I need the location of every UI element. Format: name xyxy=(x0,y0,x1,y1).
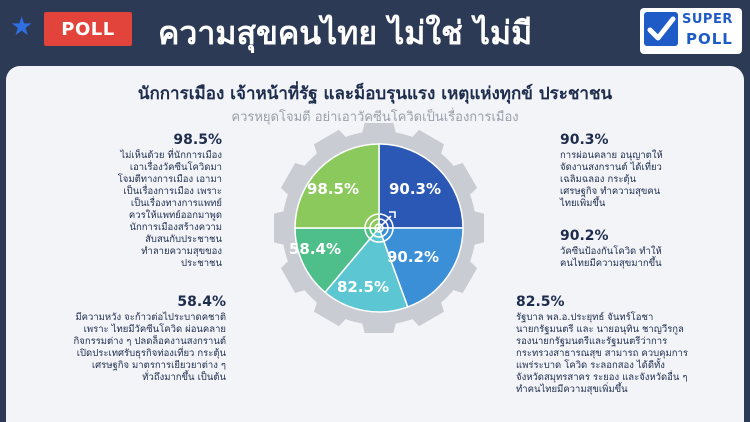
slice-label: 90.3% xyxy=(389,180,441,198)
header-bar: ★ POLL ความสุขคนไทย ไม่ใช่ ไม่มี SUPER P… xyxy=(0,0,750,62)
pie-slice xyxy=(294,227,381,294)
finding-percent: 98.5% xyxy=(173,132,222,148)
poll-badge: POLL xyxy=(44,12,132,46)
slice-label: 98.5% xyxy=(307,180,359,198)
slice-label: 82.5% xyxy=(337,278,389,296)
star-icon: ★ xyxy=(10,12,34,42)
finding-percent: 90.3% xyxy=(560,132,609,148)
finding-block-top-right: 90.3% การผ่อนคลาย อนุญาตให้ จัดงานสงกราน… xyxy=(560,132,740,210)
logo-text-super: SUPER xyxy=(682,12,733,27)
slice-label: 90.2% xyxy=(387,248,439,266)
finding-text: ไม่เห็นด้วย ที่นักการเมือง เอาเรื่องวัคซ… xyxy=(117,150,222,269)
subtitle: นักการเมือง เจ้าหน้าที่รัฐ และม็อบรุนแรง… xyxy=(137,84,613,104)
target-icon xyxy=(364,211,396,243)
finding-text: รัฐบาล พล.อ.ประยุทธ์ จันทร์โอชา นายกรัฐม… xyxy=(516,312,688,395)
pie-slice xyxy=(294,143,380,229)
finding-block-top-left: 98.5% ไม่เห็นด้วย ที่นักการเมือง เอาเรื่… xyxy=(36,132,222,270)
pie-slice xyxy=(323,226,409,313)
finding-percent: 58.4% xyxy=(177,294,226,310)
pie-slice xyxy=(378,143,464,229)
finding-text: การผ่อนคลาย อนุญาตให้ จัดงานสงกรานต์ ได้… xyxy=(560,150,663,209)
finding-percent: 90.2% xyxy=(560,228,609,244)
logo-text-poll: POLL xyxy=(686,30,733,48)
checkmark-icon xyxy=(644,12,678,46)
super-poll-logo: SUPER POLL xyxy=(640,8,742,54)
finding-text: วัคซีนป้องกันโควิด ทำให้ คนไทยมีความสุขม… xyxy=(560,246,662,269)
headline: ความสุขคนไทย ไม่ใช่ ไม่มี xyxy=(158,14,533,52)
slice-label: 58.4% xyxy=(289,240,341,258)
finding-block-bottom-left: 58.4% มีความหวัง จะก้าวต่อไประบาดคชาติ เ… xyxy=(26,294,226,384)
pie-slice xyxy=(377,227,464,308)
finding-block-bottom-right: 82.5% รัฐบาล พล.อ.ประยุทธ์ จันทร์โอชา นา… xyxy=(516,294,740,396)
finding-percent: 82.5% xyxy=(516,294,565,310)
finding-block-middle-right: 90.2% วัคซีนป้องกันโควิด ทำให้ คนไทยมีคว… xyxy=(560,228,740,270)
subtitle-secondary: ควรหยุดโจมตี อย่าเอาวัคซีนโควิดเป็นเรื่อ… xyxy=(231,110,519,125)
gear-pie-chart: 90.3% 90.2% 82.5% 58.4% 98.5% xyxy=(274,123,484,333)
finding-text: มีความหวัง จะก้าวต่อไประบาดคชาติ เพราะ ไ… xyxy=(73,312,226,383)
